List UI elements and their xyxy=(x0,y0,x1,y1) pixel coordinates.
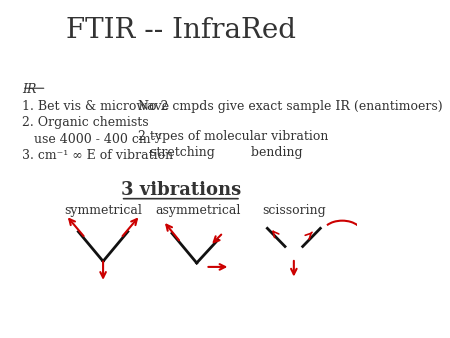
Text: 2 types of molecular vibration: 2 types of molecular vibration xyxy=(139,129,329,143)
Text: 2. Organic chemists: 2. Organic chemists xyxy=(22,116,149,129)
Text: symmetrical: symmetrical xyxy=(64,204,142,217)
Text: 1. Bet vis & microwave: 1. Bet vis & microwave xyxy=(22,100,169,113)
Text: stretching         bending: stretching bending xyxy=(139,146,303,159)
Text: scissoring: scissoring xyxy=(262,204,326,217)
Text: FTIR -- InfraRed: FTIR -- InfraRed xyxy=(66,17,296,44)
Text: asymmetrical: asymmetrical xyxy=(156,204,241,217)
Text: No 2 cmpds give exact sample IR (enantimoers): No 2 cmpds give exact sample IR (enantim… xyxy=(139,100,443,113)
Text: IR: IR xyxy=(22,83,36,96)
Text: 3 vibrations: 3 vibrations xyxy=(121,182,241,199)
Text: use 4000 - 400 cm⁻¹: use 4000 - 400 cm⁻¹ xyxy=(22,133,162,146)
Text: 3. cm⁻¹ ∞ E of vibration: 3. cm⁻¹ ∞ E of vibration xyxy=(22,149,173,162)
